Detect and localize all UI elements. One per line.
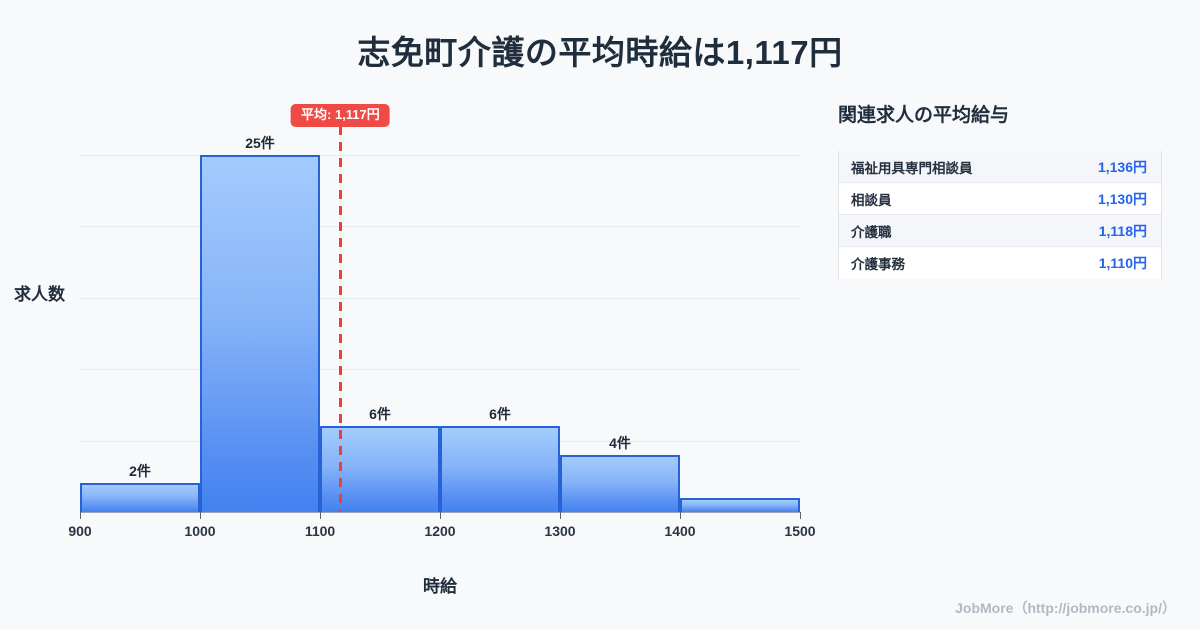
related-salary-row[interactable]: 相談員 1,130円: [839, 183, 1161, 215]
related-salary-row-label: 介護事務: [851, 257, 905, 272]
related-salary-row-value: 1,110円: [1098, 255, 1147, 271]
x-axis-tick: [560, 512, 561, 519]
average-line: [339, 126, 343, 512]
related-salary-row[interactable]: 福祉用具専門相談員 1,136円: [839, 151, 1161, 183]
x-axis-tick-label: 1500: [784, 523, 816, 539]
x-axis-tick: [200, 512, 201, 519]
page-title: 志免町介護の平均時給は1,117円: [357, 34, 843, 71]
x-axis-tick-label: 1300: [544, 523, 576, 539]
related-salary-table: 福祉用具専門相談員 1,136円相談員 1,130円介護職 1,118円介護事務 1,1…: [838, 151, 1162, 279]
related-salary-row-value: 1,136円: [1097, 158, 1147, 175]
related-salary-row-value: 1,118円: [1098, 222, 1147, 239]
related-salary-panel: 関連求人の平均給与 福祉用具専門相談員 1,136円相談員 1,130円介護職 1,1…: [838, 100, 1168, 279]
histogram-bar[interactable]: [560, 454, 680, 512]
histogram-bar[interactable]: [200, 155, 320, 512]
related-salary-row-label: 相談員: [851, 192, 892, 208]
chart-plot-area: 求人数 時給 2件 25件 6件 6件 4件 900 1000 1100 1200 1300 140…: [14, 104, 816, 596]
average-badge: 平均: 1,117円: [291, 104, 390, 128]
related-salary-row-label: 介護職: [851, 224, 892, 240]
x-axis-tick-label: 1000: [184, 523, 216, 539]
bar-value-label: 4件: [609, 434, 631, 451]
histogram-bar[interactable]: [440, 426, 560, 512]
gridline: [80, 226, 800, 228]
x-axis-tick: [800, 512, 801, 519]
x-axis-tick: [440, 512, 441, 519]
gridline: [80, 155, 800, 157]
gridline: [80, 369, 800, 371]
footer-credit: JobMore（http://jobmore.co.jp/）: [955, 600, 1176, 616]
x-axis-tick-label: 900: [68, 523, 92, 539]
x-axis-tick: [320, 512, 321, 519]
related-salary-row-label: 福祉用具専門相談員: [851, 160, 973, 176]
x-axis-tick: [80, 512, 81, 519]
bar-value-label: 2件: [129, 463, 151, 480]
x-axis-tick-label: 1400: [664, 523, 696, 539]
related-salary-row[interactable]: 介護職 1,118円: [839, 215, 1161, 247]
histogram-bar[interactable]: [80, 483, 200, 512]
histogram-bar[interactable]: [320, 426, 440, 512]
bar-value-label: 6件: [489, 406, 511, 423]
gridline: [80, 297, 800, 299]
related-salary-title: 関連求人の平均給与: [838, 105, 1010, 126]
x-axis-tick-label: 1200: [424, 523, 456, 539]
related-salary-row-value: 1,130円: [1097, 190, 1147, 207]
y-axis-title: 求人数: [14, 285, 65, 304]
bar-value-label: 6件: [369, 406, 391, 423]
histogram-bar[interactable]: [680, 497, 800, 512]
x-axis-tick-label: 1100: [304, 523, 336, 539]
related-salary-row[interactable]: 介護事務 1,110円: [839, 247, 1161, 279]
x-axis-tick: [680, 512, 681, 519]
bar-value-label: 25件: [245, 135, 275, 152]
x-axis-title: 時給: [423, 577, 457, 596]
